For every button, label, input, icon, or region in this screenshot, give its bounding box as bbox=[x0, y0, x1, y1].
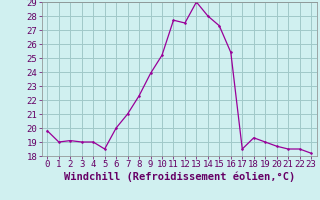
X-axis label: Windchill (Refroidissement éolien,°C): Windchill (Refroidissement éolien,°C) bbox=[64, 172, 295, 182]
